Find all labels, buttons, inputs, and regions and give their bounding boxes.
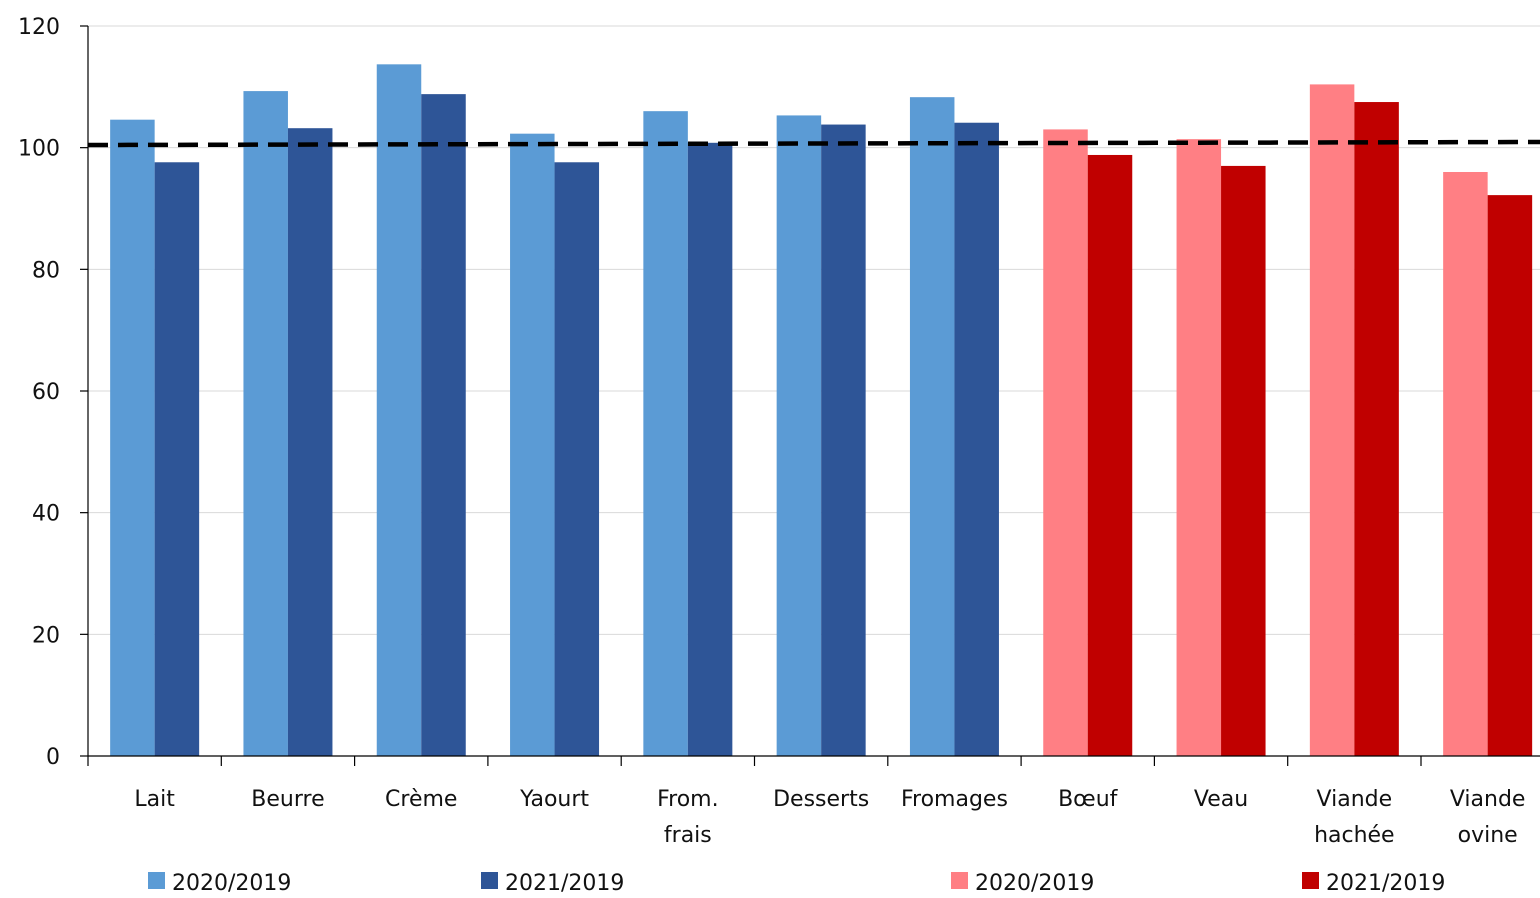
legend-label: 2020/2019 bbox=[172, 871, 291, 894]
bar bbox=[1221, 165, 1266, 756]
bar bbox=[1309, 84, 1355, 756]
x-tick-label: Desserts bbox=[773, 787, 869, 812]
legend-swatch bbox=[148, 872, 165, 889]
bar bbox=[554, 162, 600, 756]
y-tick-label: 60 bbox=[32, 380, 60, 405]
bar bbox=[821, 124, 866, 757]
bar bbox=[687, 142, 733, 757]
x-tick-label: Beurre bbox=[251, 787, 324, 812]
bar bbox=[243, 91, 288, 756]
x-tick-label: From. bbox=[657, 787, 719, 812]
bar bbox=[421, 94, 466, 757]
bar bbox=[643, 111, 688, 756]
legend-swatch bbox=[951, 872, 968, 889]
x-tick-label: Yaourt bbox=[519, 787, 589, 812]
legend-swatch bbox=[481, 872, 498, 889]
bar bbox=[510, 133, 555, 757]
legend: 2020/2019 2021/2019 2020/2019 2021/2019 bbox=[148, 871, 1445, 896]
legend-label: 2020/2019 bbox=[975, 871, 1094, 894]
bar bbox=[1354, 102, 1399, 756]
axes: 0 20 40 60 80 100 120 Lait Beurre Crème Yaourt From… bbox=[18, 15, 1540, 848]
x-tick-label: Bœuf bbox=[1058, 787, 1119, 812]
reference-line bbox=[87, 139, 1540, 148]
x-tick-label: Viande bbox=[1450, 787, 1526, 812]
bar bbox=[110, 119, 155, 756]
legend-label: 2021/2019 bbox=[505, 871, 624, 894]
y-tick-label: 120 bbox=[18, 15, 60, 40]
bars bbox=[110, 64, 1533, 757]
y-tick-label: 0 bbox=[46, 745, 60, 770]
reference-line-group bbox=[87, 139, 1540, 148]
y-tick-label: 80 bbox=[32, 258, 60, 283]
x-tick-label: hachée bbox=[1314, 823, 1395, 848]
x-tick-label: Fromages bbox=[901, 787, 1008, 812]
y-tick-label: 100 bbox=[18, 137, 60, 162]
x-tick-label: Lait bbox=[134, 787, 175, 812]
x-tick-label: Veau bbox=[1194, 787, 1248, 812]
bar bbox=[909, 97, 955, 757]
x-tick-label: Crème bbox=[385, 787, 457, 812]
bar bbox=[954, 122, 999, 757]
x-tick-label: ovine bbox=[1458, 823, 1518, 848]
legend-label: 2021/2019 bbox=[1326, 871, 1445, 894]
legend-swatch bbox=[1302, 872, 1319, 889]
bar bbox=[376, 64, 422, 756]
bar bbox=[1043, 129, 1088, 756]
y-tick-label: 40 bbox=[32, 502, 60, 527]
bar bbox=[1487, 195, 1533, 756]
x-tick-label: Viande bbox=[1317, 787, 1393, 812]
y-tick-label: 20 bbox=[32, 623, 60, 648]
bar bbox=[1176, 139, 1222, 756]
bar bbox=[287, 128, 333, 756]
bar bbox=[1087, 154, 1133, 756]
bar bbox=[776, 115, 822, 757]
bar bbox=[1443, 172, 1488, 756]
bar bbox=[154, 162, 200, 756]
x-tick-label: frais bbox=[664, 823, 712, 848]
